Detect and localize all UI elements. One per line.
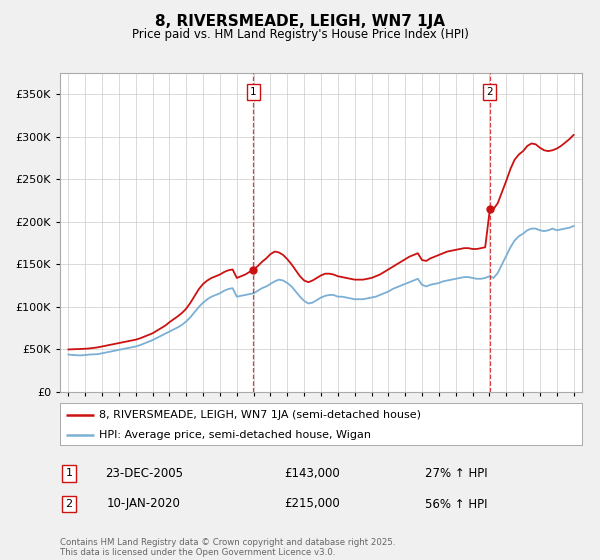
Text: 2: 2	[487, 87, 493, 97]
Text: HPI: Average price, semi-detached house, Wigan: HPI: Average price, semi-detached house,…	[99, 430, 371, 440]
Text: 27% ↑ HPI: 27% ↑ HPI	[425, 466, 487, 480]
Text: 8, RIVERSMEADE, LEIGH, WN7 1JA (semi-detached house): 8, RIVERSMEADE, LEIGH, WN7 1JA (semi-det…	[99, 409, 421, 419]
Text: £215,000: £215,000	[284, 497, 340, 511]
Text: 2: 2	[65, 499, 73, 509]
Text: 1: 1	[65, 468, 73, 478]
Text: £143,000: £143,000	[284, 466, 340, 480]
Text: 56% ↑ HPI: 56% ↑ HPI	[425, 497, 487, 511]
Text: 23-DEC-2005: 23-DEC-2005	[105, 466, 183, 480]
Text: 10-JAN-2020: 10-JAN-2020	[107, 497, 181, 511]
Text: 1: 1	[250, 87, 257, 97]
Text: Price paid vs. HM Land Registry's House Price Index (HPI): Price paid vs. HM Land Registry's House …	[131, 28, 469, 41]
Text: 8, RIVERSMEADE, LEIGH, WN7 1JA: 8, RIVERSMEADE, LEIGH, WN7 1JA	[155, 14, 445, 29]
Text: Contains HM Land Registry data © Crown copyright and database right 2025.
This d: Contains HM Land Registry data © Crown c…	[60, 538, 395, 557]
